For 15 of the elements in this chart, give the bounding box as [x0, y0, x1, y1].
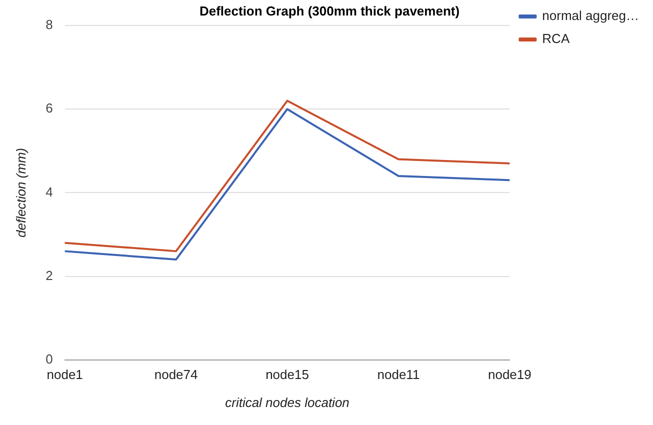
x-tick-label: node11 [377, 367, 420, 382]
x-tick-label: node74 [154, 367, 198, 382]
chart-title: Deflection Graph (300mm thick pavement) [199, 3, 460, 18]
legend-label: normal aggreg… [542, 8, 639, 24]
legend-label: RCA [542, 31, 570, 46]
y-tick-label: 2 [46, 268, 53, 283]
x-axis-title: critical nodes location [225, 394, 350, 410]
x-tick-label: node1 [46, 367, 83, 382]
y-tick-label: 6 [46, 100, 53, 116]
x-tick-label: node15 [266, 367, 309, 382]
y-tick-label: 0 [46, 351, 53, 366]
y-axis-title: deflection (mm) [13, 148, 28, 238]
x-tick-label: node19 [488, 367, 532, 382]
y-tick-label: 8 [46, 17, 53, 32]
y-tick-label: 4 [46, 184, 53, 200]
